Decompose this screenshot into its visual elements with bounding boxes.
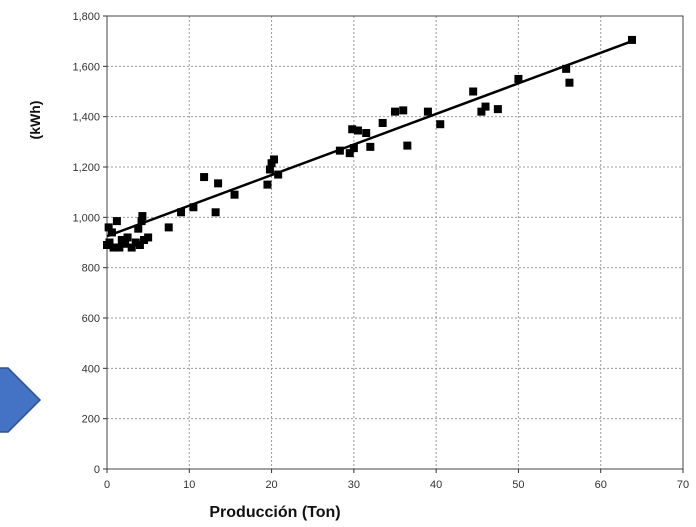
data-point <box>200 173 209 182</box>
trendline-group <box>106 39 633 238</box>
data-point <box>107 228 116 237</box>
data-point <box>127 243 136 252</box>
data-point <box>349 144 358 153</box>
data-point <box>115 243 124 252</box>
data-point <box>140 235 149 244</box>
x-tick-label: 20 <box>265 479 277 491</box>
data-point <box>514 74 523 83</box>
y-tick-label: 1,600 <box>72 61 100 73</box>
y-tick-label: 600 <box>82 313 100 325</box>
x-tick-label: 40 <box>430 479 442 491</box>
x-tick-label: 70 <box>677 479 689 491</box>
x-tick-labels: 0 10 20 30 40 50 60 70 <box>104 479 689 491</box>
grid-lines <box>107 16 683 469</box>
data-points <box>103 35 636 252</box>
data-point <box>104 223 113 232</box>
data-point <box>177 208 186 217</box>
y-tick-label: 1,400 <box>72 112 100 124</box>
data-point <box>627 35 636 44</box>
x-tick-label: 0 <box>104 479 110 491</box>
data-point <box>109 243 118 252</box>
data-point <box>270 155 279 164</box>
data-point <box>189 203 198 212</box>
data-point <box>265 165 274 174</box>
data-point <box>345 149 354 158</box>
data-point <box>211 208 220 217</box>
data-point <box>481 102 490 111</box>
data-point <box>137 217 146 226</box>
x-tick-label: 10 <box>183 479 195 491</box>
data-point <box>112 217 121 226</box>
plot-frame <box>106 15 684 470</box>
blue-arrow-shape <box>0 367 42 433</box>
data-point <box>138 212 147 221</box>
x-tick-label: 30 <box>348 479 360 491</box>
data-point <box>353 126 362 135</box>
data-point <box>335 146 344 155</box>
y-tick-label: 200 <box>82 414 100 426</box>
data-point <box>135 241 144 250</box>
data-point <box>493 105 502 114</box>
data-point <box>230 190 239 199</box>
data-point <box>399 106 408 115</box>
x-tick-label: 60 <box>595 479 607 491</box>
data-point <box>164 223 173 232</box>
data-point <box>214 179 223 188</box>
data-point <box>105 238 114 247</box>
x-tick-label: 50 <box>512 479 524 491</box>
y-tick-labels: 0 200 400 600 800 1,000 1,200 1,400 1,600 1,800 <box>72 11 100 476</box>
data-point <box>144 233 153 242</box>
y-tick-label: 0 <box>94 464 100 476</box>
data-point <box>423 107 432 116</box>
data-point <box>366 142 375 151</box>
plot-area-frame <box>103 15 684 473</box>
data-point <box>274 170 283 179</box>
data-point <box>403 141 412 150</box>
y-axis-title: (kWh) <box>27 101 43 140</box>
data-point <box>378 118 387 127</box>
data-point <box>469 87 478 96</box>
data-point <box>391 107 399 116</box>
data-point <box>477 107 486 116</box>
x-axis-title: Producción (Ton) <box>209 504 340 521</box>
data-point <box>565 78 574 87</box>
y-tick-label: 1,000 <box>72 212 100 224</box>
data-point <box>562 64 571 73</box>
data-point <box>131 238 140 247</box>
y-tick-label: 800 <box>82 263 100 275</box>
data-point <box>134 224 143 233</box>
data-point <box>362 129 371 138</box>
data-point <box>123 233 132 242</box>
data-point <box>121 239 130 248</box>
data-point <box>348 125 357 134</box>
y-tick-label: 400 <box>82 363 100 375</box>
data-point <box>436 120 445 129</box>
data-point <box>263 180 272 189</box>
trendline <box>106 39 633 238</box>
y-tick-label: 1,800 <box>72 11 100 23</box>
y-tick-label: 1,200 <box>72 162 100 174</box>
